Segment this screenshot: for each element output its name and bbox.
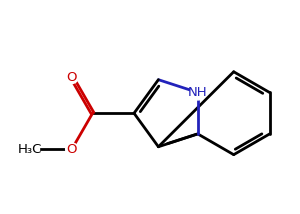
Circle shape xyxy=(21,140,40,158)
Text: O: O xyxy=(67,143,77,156)
Text: NH: NH xyxy=(188,86,208,99)
Circle shape xyxy=(66,71,78,83)
Circle shape xyxy=(190,85,205,100)
Text: O: O xyxy=(67,71,77,84)
Circle shape xyxy=(66,143,78,155)
Text: H₃C: H₃C xyxy=(18,143,43,156)
